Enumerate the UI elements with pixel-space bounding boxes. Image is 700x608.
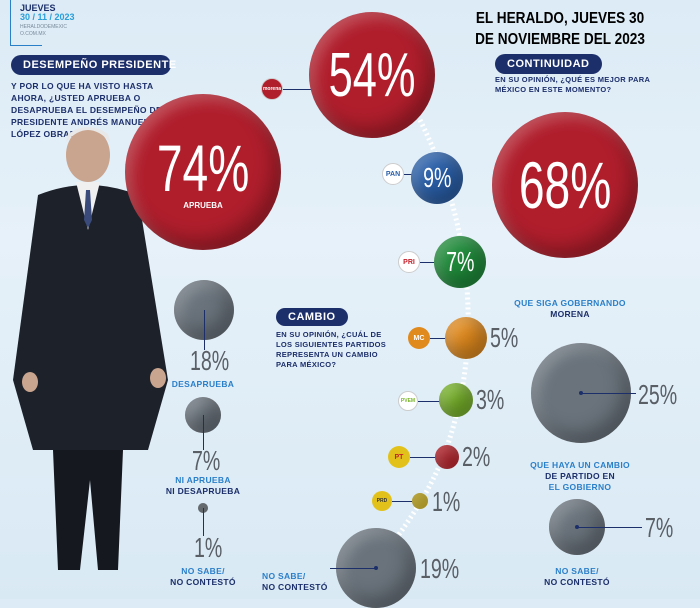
connector — [203, 415, 204, 450]
connector — [581, 393, 636, 394]
aprueba-value: 74% — [156, 130, 250, 205]
morena-value: 54% — [328, 40, 416, 110]
desempeno-title: DESEMPEÑO PRESIDENTE — [11, 55, 176, 75]
cambio-partido-value: 25% — [638, 379, 678, 410]
connector — [430, 338, 445, 339]
date-block — [10, 0, 42, 46]
desempeno-question: Y POR LO QUE HA VISTO HASTA AHORA, ¿USTE… — [11, 81, 168, 139]
cambio-partido-line2: DE PARTIDO EN — [545, 471, 615, 481]
connector — [418, 401, 440, 402]
bubble-pvem — [439, 383, 473, 417]
siga-morena-value: 68% — [518, 148, 612, 222]
morena-logo: morena — [261, 78, 283, 100]
connector — [420, 262, 434, 263]
site-label: HERALDODEMEXICO.COM.MX — [20, 24, 67, 37]
continuidad-question: EN SU OPINIÓN, ¿QUÉ ES MEJOR PARA MÉXICO… — [495, 75, 650, 94]
ni-aprueba-line1: NI APRUEBA — [175, 475, 231, 485]
aprueba-label: APRUEBA — [183, 200, 223, 210]
pan-value: 9% — [422, 162, 452, 193]
continuidad-title: CONTINUIDAD — [495, 54, 602, 74]
day-label: JUEVES — [20, 3, 56, 13]
pri-logo: PRI — [398, 251, 420, 273]
bubble-siga-morena: 68% — [492, 112, 638, 258]
no-sabe-continuidad-line2: NO CONTESTÓ — [544, 577, 610, 587]
ni-aprueba-value: 7% — [192, 445, 221, 476]
no-sabe-desempeno-label: NO SABE/ NO CONTESTÓ — [160, 566, 246, 588]
siga-morena-line2: MORENA — [550, 309, 590, 319]
prd-logo: PRD — [372, 491, 392, 511]
no-sabe-continuidad-value: 7% — [645, 512, 674, 543]
desaprueba-label: DESAPRUEBA — [171, 379, 235, 389]
no-sabe-line2: NO CONTESTÓ — [170, 577, 236, 587]
mc-value: 5% — [490, 322, 519, 353]
prd-value: 1% — [432, 486, 461, 517]
connector — [204, 310, 205, 350]
bubble-pan: 9% — [411, 152, 463, 204]
pri-value: 7% — [445, 246, 475, 277]
connector — [404, 174, 414, 175]
bubble-mc — [445, 317, 487, 359]
connector — [392, 501, 412, 502]
siga-morena-line1: QUE SIGA GOBERNANDO — [514, 298, 626, 308]
connector — [577, 527, 642, 528]
connector — [203, 508, 204, 536]
no-sabe-cambio-line2: NO CONTESTÓ — [262, 582, 328, 592]
connector — [410, 457, 436, 458]
caption: EL HERALDO, JUEVES 30 DE NOVIEMBRE DEL 2… — [471, 8, 650, 50]
cambio-question: EN SU OPINIÓN, ¿CUÁL DE LOS SIGUIENTES P… — [276, 330, 387, 369]
bubble-pri: 7% — [434, 236, 486, 288]
ni-aprueba-label: NI APRUEBA NI DESAPRUEBA — [160, 475, 246, 497]
caption-line-2: DE NOVIEMBRE DEL 2023 — [475, 31, 645, 48]
caption-line-1: EL HERALDO, JUEVES 30 — [475, 10, 645, 27]
connector — [330, 568, 376, 569]
no-sabe-desempeno-value: 1% — [194, 532, 223, 563]
siga-morena-label: QUE SIGA GOBERNANDO MORENA — [510, 298, 630, 320]
president-photo — [13, 127, 168, 570]
cambio-title: CAMBIO — [276, 308, 348, 326]
bubble-prd — [412, 493, 428, 509]
date-label: 30 / 11 / 2023 — [20, 12, 75, 22]
cambio-partido-label: QUE HAYA UN CAMBIO DE PARTIDO EN EL GOBI… — [520, 460, 640, 493]
pan-logo: PAN — [382, 163, 404, 185]
no-sabe-cambio-line1: NO SABE/ — [262, 571, 306, 581]
pt-logo: PT — [388, 446, 410, 468]
no-sabe-continuidad-line1: NO SABE/ — [555, 566, 599, 576]
pvem-value: 3% — [476, 384, 505, 415]
bubble-aprueba: 74% APRUEBA — [125, 94, 281, 250]
pt-value: 2% — [462, 441, 491, 472]
pvem-logo: PVEM — [398, 391, 418, 411]
no-sabe-line1: NO SABE/ — [181, 566, 225, 576]
no-sabe-continuidad-label: NO SABE/ NO CONTESTÓ — [537, 566, 617, 588]
ni-aprueba-line2: NI DESAPRUEBA — [165, 486, 241, 496]
no-sabe-cambio-label: NO SABE/ NO CONTESTÓ — [262, 571, 342, 593]
cambio-partido-line3: EL GOBIERNO — [548, 482, 612, 492]
connector — [283, 89, 313, 90]
bubble-pt — [435, 445, 459, 469]
bubble-morena: 54% — [309, 12, 435, 138]
connector-dot — [374, 566, 378, 570]
cambio-partido-line1: QUE HAYA UN CAMBIO — [530, 460, 630, 470]
no-sabe-cambio-value: 19% — [420, 553, 460, 584]
mc-logo: MC — [408, 327, 430, 349]
desaprueba-value: 18% — [190, 345, 230, 376]
